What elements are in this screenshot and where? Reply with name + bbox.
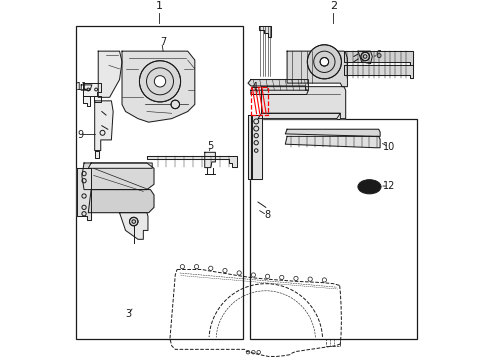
Polygon shape [88,163,152,168]
Bar [76,26,242,339]
Polygon shape [250,115,261,179]
Text: 2: 2 [329,1,336,12]
Ellipse shape [357,180,380,194]
Polygon shape [258,26,270,37]
Polygon shape [93,95,101,102]
Polygon shape [286,51,347,87]
Polygon shape [98,51,122,97]
Polygon shape [250,90,308,94]
Circle shape [171,100,179,109]
Polygon shape [119,213,148,239]
Polygon shape [122,51,194,122]
Polygon shape [285,129,379,136]
Text: 1: 1 [156,1,163,12]
Polygon shape [285,136,379,148]
Polygon shape [258,113,340,118]
Text: 4: 4 [251,82,257,92]
Polygon shape [82,163,154,190]
Text: 5: 5 [207,141,213,151]
Circle shape [306,45,341,79]
Polygon shape [343,51,412,66]
Circle shape [154,76,165,87]
Circle shape [320,58,328,66]
Polygon shape [261,87,345,118]
Polygon shape [247,115,251,179]
Polygon shape [204,152,215,168]
Polygon shape [83,83,101,95]
Polygon shape [95,101,113,150]
Polygon shape [83,95,90,106]
Polygon shape [247,80,308,90]
Text: 7: 7 [160,37,166,47]
Circle shape [129,217,138,226]
Circle shape [139,61,180,102]
Polygon shape [95,150,99,158]
Text: 11: 11 [76,82,88,93]
Text: 12: 12 [382,181,394,191]
Polygon shape [357,51,371,64]
Text: 10: 10 [382,142,394,152]
Circle shape [360,52,369,61]
Polygon shape [343,66,412,78]
Bar [250,87,267,115]
Text: 9: 9 [77,130,83,140]
Bar [249,118,416,339]
Polygon shape [77,168,91,220]
Polygon shape [146,156,237,167]
Text: 8: 8 [264,210,269,220]
Text: 6: 6 [375,50,381,60]
Text: 3: 3 [125,309,131,319]
Polygon shape [88,190,154,213]
